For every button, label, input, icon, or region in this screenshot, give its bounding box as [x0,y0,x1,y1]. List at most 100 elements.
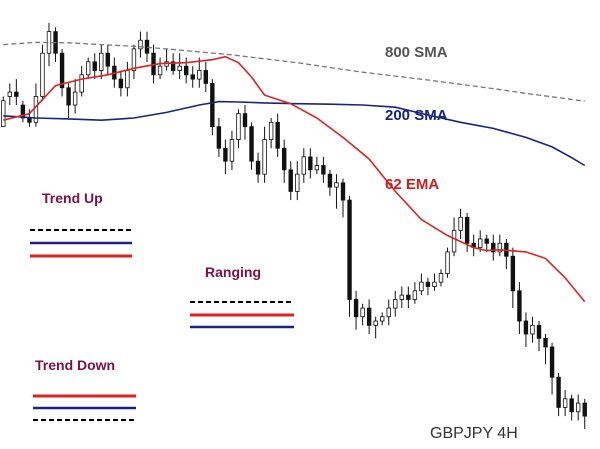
candle-body-down [275,121,280,149]
candle-body-down [308,156,313,171]
candle-body-down [536,324,542,339]
candle-body-up [412,290,418,300]
candle [393,290,398,317]
candle [223,139,228,175]
candle [569,394,574,421]
candle-body-up [1,100,6,128]
candle-body-up [138,39,143,50]
candle-body-up [419,281,424,292]
candle [7,83,12,106]
candle-body-down [242,113,248,128]
candle [249,122,254,170]
candle-body-down [543,337,548,348]
candle-body-down [27,117,32,123]
candle [14,79,19,106]
candle [523,312,529,347]
candle [347,195,352,317]
label-800-sma: 800 SMA [385,44,448,61]
candle-body-up [295,173,300,192]
symbol-timeframe-label: GBPJPY 4H [430,425,518,442]
candle [412,282,418,304]
candle-body-down [255,160,261,175]
candle [556,372,561,417]
candle [458,208,463,239]
candle-body-up [72,91,78,106]
candle-body-up [314,165,320,171]
candle-body-up [262,139,267,175]
candle [445,247,450,278]
candle-body-down [327,173,333,188]
candle [321,156,326,183]
candle-body-down [216,126,222,149]
candle [562,390,568,417]
candle [471,234,476,257]
candle [582,398,587,430]
candle [197,57,202,88]
candle-body-up [445,251,450,274]
candle-body-down [321,165,326,175]
candle [92,53,97,80]
candle-body-up [380,316,385,322]
candle [157,57,163,80]
candle [504,238,509,270]
candle [399,286,404,309]
candle [308,148,313,179]
legend-trend-up-label: Trend Up [42,190,103,206]
candle-body-up [562,398,568,408]
label-200-sma: 200 SMA [385,107,448,124]
candle [170,53,176,75]
candle [491,234,496,261]
candle-body-down [510,255,516,292]
legend-trend-up: Trend Up [30,190,132,258]
candle [327,169,333,196]
candle-body-down [464,216,470,244]
candle-body-down [184,65,189,76]
candle [510,247,516,309]
candle-body-down [288,169,293,192]
candle-body-up [268,121,274,141]
candle-body-up [399,294,404,300]
candle-body-up [497,242,502,253]
candle [295,161,300,201]
legend-ranging-label: Ranging [205,264,261,280]
candle [216,118,222,157]
candle [1,96,6,128]
candle [177,53,182,80]
candle-body-up [458,216,463,231]
candle [360,303,365,326]
candle-body-up [530,324,535,335]
candle [497,234,502,257]
candle [72,79,78,114]
candle [242,105,248,140]
candle [262,126,267,183]
candle [99,44,104,80]
candle-body-down [190,74,195,80]
candle [203,61,208,93]
candle [164,48,169,71]
candle [543,334,548,365]
candle-body-up [86,61,91,76]
candle-body-down [582,402,587,417]
candle-body-down [210,83,215,128]
candle [144,31,150,62]
candle [549,342,555,395]
candle [138,31,143,58]
candle [79,66,84,97]
candle-body-up [229,139,235,162]
candle-body-up [236,113,241,141]
candle [432,273,437,291]
candle-body-down [353,299,359,318]
candle-body-up [99,52,104,71]
candle [118,70,124,97]
candle-body-up [301,156,306,175]
candle [425,277,431,296]
legend-trend-down: Trend Down [33,357,136,421]
candle-body-down [20,104,26,119]
candle-body-down [59,52,65,89]
candle [66,83,71,118]
candle-body-up [576,402,581,413]
candle [366,299,372,334]
candle [20,100,26,123]
candle [386,299,391,326]
